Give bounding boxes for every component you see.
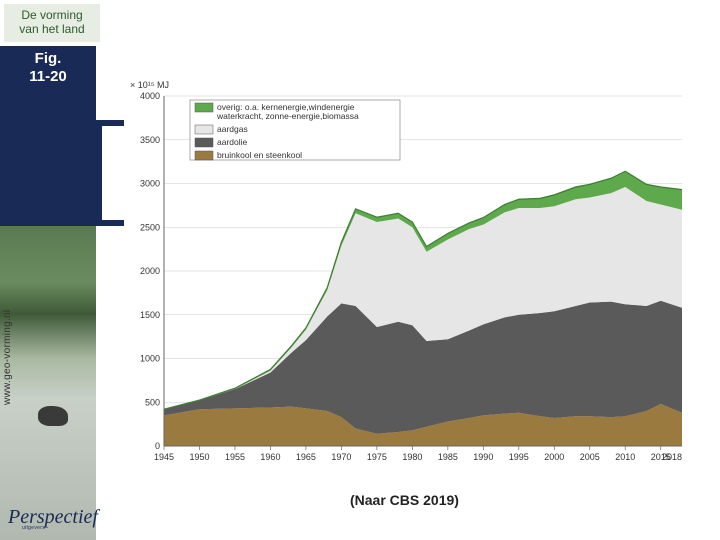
svg-text:2010: 2010 xyxy=(615,452,635,462)
svg-text:4000: 4000 xyxy=(140,91,160,101)
logo-text: Perspectief xyxy=(8,506,92,529)
svg-text:1500: 1500 xyxy=(140,310,160,320)
svg-text:3500: 3500 xyxy=(140,135,160,145)
svg-text:1990: 1990 xyxy=(473,452,493,462)
svg-text:aardgas: aardgas xyxy=(217,124,248,134)
site-url: www.geo-vorming.nl xyxy=(2,250,13,405)
svg-text:1980: 1980 xyxy=(402,452,422,462)
svg-text:1945: 1945 xyxy=(154,452,174,462)
svg-text:2000: 2000 xyxy=(544,452,564,462)
svg-text:2500: 2500 xyxy=(140,222,160,232)
page-banner: De vorming van het land xyxy=(4,4,100,42)
svg-text:3000: 3000 xyxy=(140,179,160,189)
chart-svg: 0 500 1000 1500 2000 2500 3000 3500 4000 1945 1950… xyxy=(126,88,692,468)
energy-chart: 0 500 1000 1500 2000 2500 3000 3500 4000 1945 1950… xyxy=(126,88,692,468)
svg-text:1970: 1970 xyxy=(331,452,351,462)
figure-label: Fig. 11-20 xyxy=(0,50,96,86)
svg-text:1975: 1975 xyxy=(367,452,387,462)
photo-decoration xyxy=(38,406,68,426)
svg-text:1995: 1995 xyxy=(509,452,529,462)
svg-text:2000: 2000 xyxy=(140,266,160,276)
svg-text:2005: 2005 xyxy=(580,452,600,462)
svg-text:bruinkool en steenkool: bruinkool en steenkool xyxy=(217,150,302,160)
figure-label-line2: 11-20 xyxy=(29,68,67,85)
sidebar-photo xyxy=(0,226,96,540)
figure-label-line1: Fig. xyxy=(35,50,62,67)
svg-text:0: 0 xyxy=(155,441,160,451)
bracket-decoration xyxy=(96,120,124,226)
svg-text:1955: 1955 xyxy=(225,452,245,462)
svg-text:1000: 1000 xyxy=(140,354,160,364)
chart-caption: (Naar CBS 2019) xyxy=(350,492,459,508)
svg-text:aardolie: aardolie xyxy=(217,137,248,147)
svg-text:1965: 1965 xyxy=(296,452,316,462)
svg-text:2018: 2018 xyxy=(662,452,682,462)
svg-text:500: 500 xyxy=(145,397,160,407)
svg-text:1960: 1960 xyxy=(260,452,280,462)
logo: Perspectief uitgevers xyxy=(8,506,92,532)
svg-text:1985: 1985 xyxy=(438,452,458,462)
svg-text:waterkracht, zonne-energie,bio: waterkracht, zonne-energie,biomassa xyxy=(216,111,359,121)
svg-text:1950: 1950 xyxy=(189,452,209,462)
